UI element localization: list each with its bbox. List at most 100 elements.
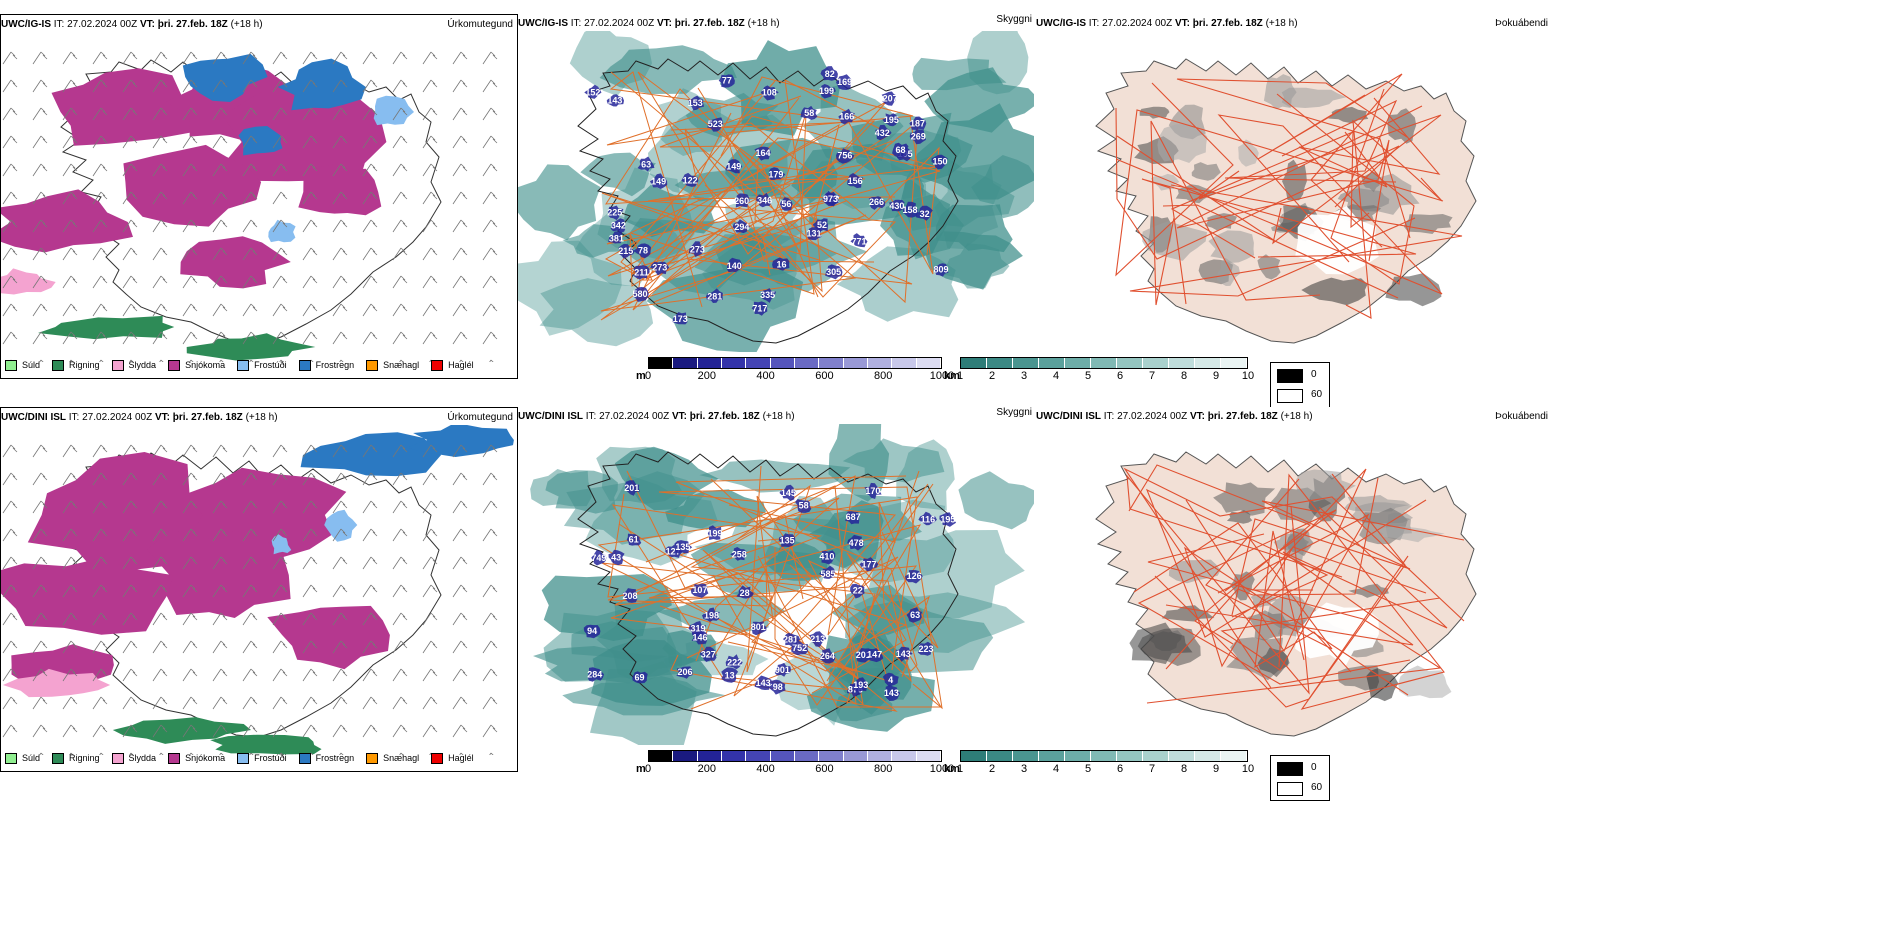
- wind-barb: [482, 247, 498, 261]
- visibility-unit: km: [944, 370, 960, 382]
- wind-barb: [242, 528, 258, 542]
- wind-barb: [422, 528, 438, 542]
- snow-area: [147, 529, 291, 618]
- cloud-base-label: 410: [819, 552, 834, 562]
- road-line: [607, 140, 893, 293]
- wind-barb: [482, 303, 498, 317]
- fog-free-area: [1295, 206, 1379, 275]
- wind-barb: [62, 584, 78, 598]
- wind-barb: [482, 472, 498, 486]
- wind-barb: [332, 612, 348, 626]
- wind-barb: [302, 163, 318, 177]
- wind-barb: [302, 472, 318, 486]
- road-line: [1146, 533, 1442, 704]
- wind-barb: [2, 219, 18, 233]
- wind-barb: [2, 135, 18, 149]
- wind-barb: [392, 444, 408, 458]
- wind-barb: [62, 668, 78, 682]
- precip-type-panel: UWC/IG-IS IT: 27.02.2024 00Z VT: þri. 27…: [0, 14, 518, 379]
- cloud-base-label: 94: [587, 626, 597, 636]
- cloud-base-label: 266: [869, 197, 884, 207]
- cloud-base-label: 222: [727, 657, 742, 667]
- wind-barb: [482, 331, 498, 345]
- wind-barb: [2, 303, 18, 317]
- wind-barb: [212, 584, 228, 598]
- wind-barb: [32, 107, 48, 121]
- wind-barb: [392, 247, 408, 261]
- wind-barb: [332, 724, 348, 738]
- cloud-base-label: 294: [734, 222, 749, 232]
- low-cloud-area: [705, 288, 723, 303]
- legend-item: Frostregn: [298, 359, 354, 371]
- fog-indicator-area: [1238, 139, 1259, 167]
- colorbar-tick-label: 0: [644, 763, 652, 775]
- colorbar-segment: [794, 358, 820, 368]
- wind-barb: [392, 724, 408, 738]
- low-visibility-area: [912, 103, 1034, 200]
- legend-swatch: [366, 752, 379, 764]
- freezing-rain-area: [182, 53, 268, 102]
- cloud-base-label: 149: [726, 162, 741, 172]
- wind-barb: [212, 219, 228, 233]
- wind-barb: [362, 331, 378, 345]
- fog-indicator-area: [1387, 108, 1417, 144]
- colorbar-segment: [892, 358, 917, 368]
- precip-type-legend: Súld Rigning Slydda Snjókoma Frostúði Frostre…: [5, 751, 474, 765]
- wind-barb: [122, 247, 138, 261]
- colorbar-segment: [770, 358, 795, 368]
- cloud-base-label: 156: [848, 176, 863, 186]
- low-cloud-area: [672, 312, 688, 325]
- colorbar-tick-label: 1: [956, 370, 964, 382]
- wind-barb: [362, 584, 378, 598]
- snow-area: [298, 164, 382, 216]
- wind-barb: [392, 612, 408, 626]
- low-cloud-area: [866, 648, 884, 663]
- wind-barb: [362, 275, 378, 289]
- legend-label: Snjókoma: [185, 753, 226, 763]
- wind-barb: [332, 107, 348, 121]
- cloud-base-label: 269: [911, 131, 926, 141]
- low-cloud-area: [931, 154, 948, 170]
- low-cloud-area: [768, 679, 786, 695]
- legend-label: Slydda: [128, 360, 157, 370]
- wind-barb: [452, 556, 468, 570]
- wind-barb: [62, 724, 78, 738]
- cloudbase-colorbar: 0 200 400 600 800 1000: [645, 357, 954, 385]
- colorbar-segment: [1117, 751, 1143, 761]
- wind-barb: [362, 247, 378, 261]
- wind-barb: [332, 528, 348, 542]
- wind-barb: [92, 696, 108, 710]
- legend-item: Snjókoma: [168, 359, 225, 371]
- low-cloud-area: [690, 583, 709, 598]
- wind-barb: [362, 556, 378, 570]
- low-cloud-area: [864, 482, 882, 499]
- road-line: [600, 71, 867, 312]
- low-cloud-area: [884, 685, 901, 701]
- low-cloud-area: [795, 499, 812, 513]
- cloud-base-label: 58: [799, 500, 809, 510]
- low-cloud-area: [847, 534, 864, 551]
- road-line: [687, 163, 913, 285]
- legend-label: Súld: [22, 753, 41, 763]
- low-cloud-area: [892, 142, 909, 158]
- cloud-base-label: 164: [756, 148, 771, 158]
- road-line: [1116, 135, 1399, 299]
- colorbar-tick-label: 1: [956, 763, 964, 775]
- legend-label: Súld: [22, 360, 41, 370]
- colorbar-tick-label: 10: [1241, 370, 1255, 382]
- wind-barb: [332, 219, 348, 233]
- wind-barb: [122, 612, 138, 626]
- cloud-base-label: 82: [825, 69, 835, 79]
- wind-barb: [302, 528, 318, 542]
- panel-header: UWC/IG-IS IT: 27.02.2024 00Z VT: þri. 27…: [1036, 18, 1298, 29]
- low-cloud-area: [882, 672, 899, 687]
- low-cloud-area: [751, 301, 768, 316]
- wind-barb: [182, 444, 198, 458]
- legend-label: Snæhagl: [383, 360, 420, 370]
- low-cloud-area: [809, 631, 827, 647]
- road-line: [600, 87, 807, 321]
- wind-barb: [392, 275, 408, 289]
- low-visibility-area: [545, 470, 618, 514]
- colorbar-segment: [961, 358, 987, 368]
- wind-barb: [152, 668, 168, 682]
